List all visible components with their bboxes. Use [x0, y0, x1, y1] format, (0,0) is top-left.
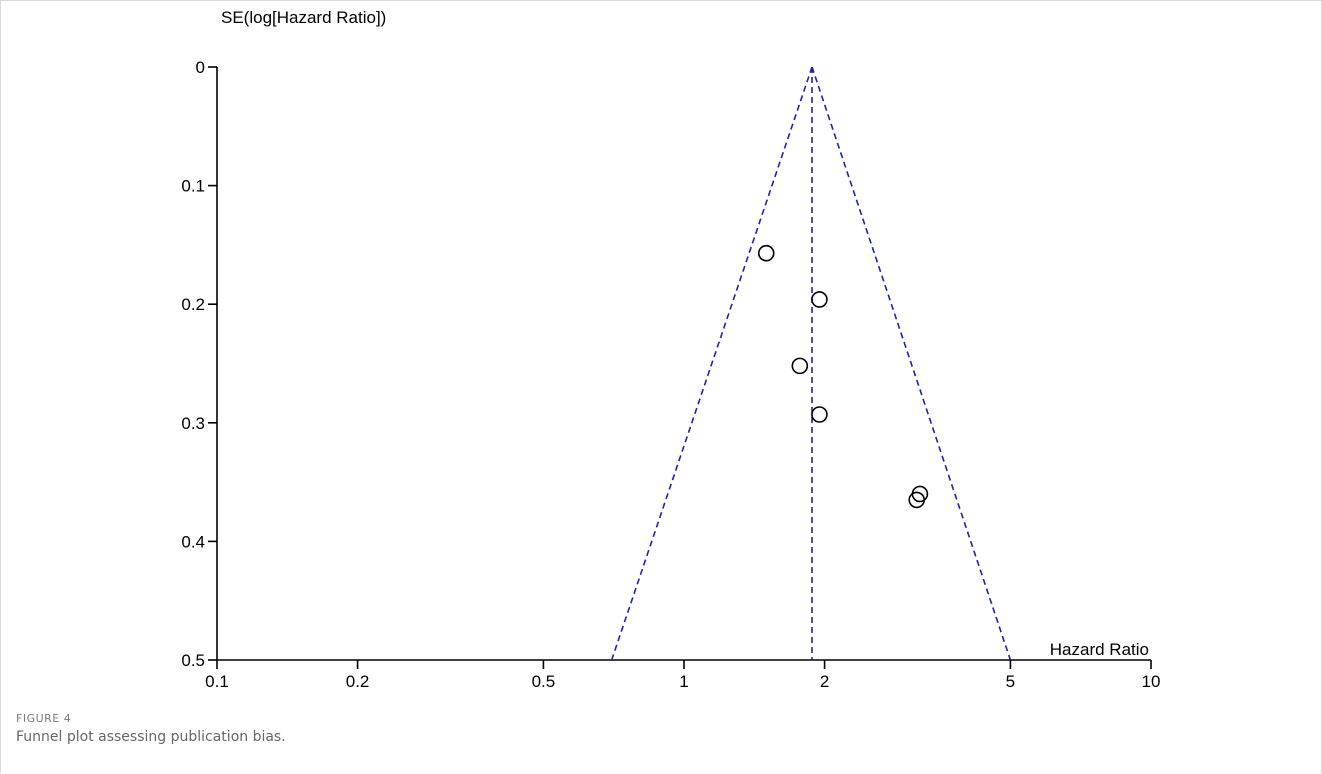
y-tick-label: 0.1	[181, 177, 205, 196]
x-tick-label: 10	[1142, 672, 1161, 691]
y-tick-label: 0	[196, 58, 205, 77]
data-point	[908, 491, 926, 509]
x-tick-label: 1	[679, 672, 688, 691]
figure-caption-text: Funnel plot assessing publication bias.	[16, 729, 286, 745]
data-point	[791, 357, 809, 375]
y-tick-label: 0.5	[181, 651, 205, 670]
data-points	[757, 244, 929, 509]
y-axis-label: SE(log[Hazard Ratio])	[221, 8, 386, 27]
funnel-lines	[610, 66, 1012, 661]
x-tick-label: 2	[820, 672, 829, 691]
figure-label: FIGURE 4	[16, 712, 72, 725]
data-point	[811, 406, 828, 423]
y-tick-label: 0.2	[181, 295, 205, 314]
figure-caption: FIGURE 4 Funnel plot assessing publicati…	[16, 712, 286, 745]
data-point	[811, 291, 828, 308]
x-axis-label: Hazard Ratio	[1050, 640, 1149, 659]
x-tick-label: 0.1	[205, 672, 229, 691]
y-tick-label: 0.3	[181, 414, 205, 433]
data-point	[757, 244, 775, 262]
funnel-boundary-line	[610, 66, 813, 661]
y-tick-label: 0.4	[181, 532, 205, 551]
x-tick-label: 0.5	[532, 672, 556, 691]
axes: 00.10.20.30.40.50.1 0.2 0.5 1 2 5 10	[181, 58, 1160, 691]
x-tick-label: 0.2	[346, 672, 370, 691]
x-tick-label: 5	[1006, 672, 1015, 691]
funnel-plot: 00.10.20.30.40.50.1 0.2 0.5 1 2 5 10 SE(log[Ha…	[181, 8, 1160, 691]
funnel-boundary-line	[811, 66, 1012, 661]
